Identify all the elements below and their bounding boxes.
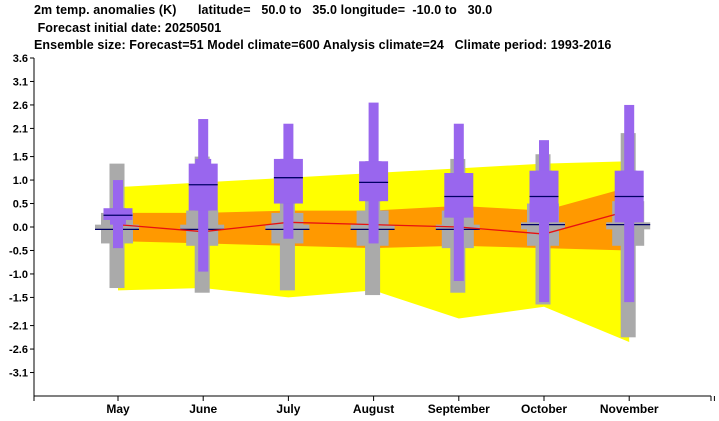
x-tick-label-november: November <box>600 402 659 416</box>
forecast-date-line: Forecast initial date: 20250501 <box>34 21 222 35</box>
y-tick-label: 1.0 <box>13 175 28 187</box>
y-tick-label: -2.1 <box>9 321 28 333</box>
y-tick-label: 2.6 <box>13 100 28 112</box>
y-tick-label: 0.0 <box>13 222 28 234</box>
y-tick-label: -2.6 <box>9 344 28 356</box>
y-tick-label: -1.5 <box>9 292 28 304</box>
chart-header: 2m temp. anomalies (K) latitude= 50.0 to… <box>0 0 719 56</box>
y-tick-label: -0.5 <box>9 245 28 257</box>
x-tick-label-september: September <box>428 402 490 416</box>
y-tick-label: -3.1 <box>9 368 28 380</box>
y-tick-label: -1.0 <box>9 269 28 281</box>
x-tick-label-august: August <box>353 402 394 416</box>
x-tick-label-july: July <box>276 402 300 416</box>
ensemble-info-line: Ensemble size: Forecast=51 Model climate… <box>34 38 612 52</box>
forecast-box-july-inner-box <box>273 158 303 204</box>
x-tick-label-october: October <box>521 402 567 416</box>
y-tick-label: 1.5 <box>13 152 28 164</box>
axes-layer: 3.6 3.1 2.6 2.1 1.5 1.0 0.5 0.0 -0.5 -1.0 -1.5 -2.1… <box>9 53 715 416</box>
y-tick-label: 3.1 <box>13 76 28 88</box>
forecast-box-june-inner-box <box>188 163 218 211</box>
x-tick-label-june: June <box>189 402 217 416</box>
forecast-box-may-inner-box <box>103 208 133 220</box>
forecast-box-layer <box>103 102 644 303</box>
forecast-box-august-inner-box <box>359 161 389 202</box>
y-tick-label: 2.1 <box>13 123 28 135</box>
chart-title: 2m temp. anomalies (K) latitude= 50.0 to… <box>34 3 493 17</box>
x-tick-label-may: May <box>106 402 130 416</box>
y-tick-label: 3.6 <box>13 53 28 65</box>
forecast-box-september-inner-box <box>444 173 474 218</box>
y-tick-label: 0.5 <box>13 199 28 211</box>
